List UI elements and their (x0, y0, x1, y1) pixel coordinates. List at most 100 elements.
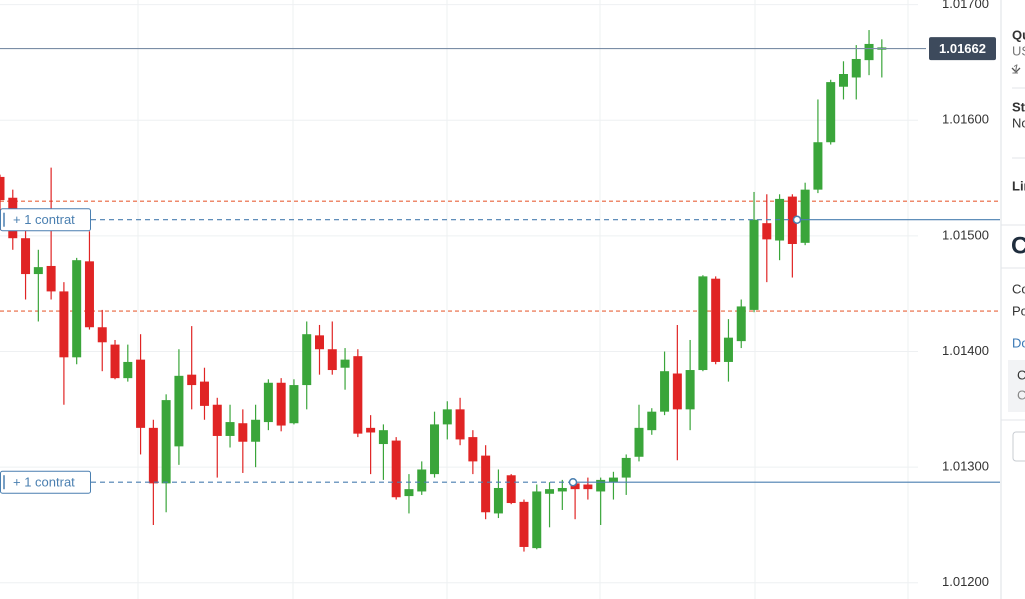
y-tick-label: 1.01200 (942, 574, 989, 589)
y-tick-label: 1.01300 (942, 459, 989, 474)
sidebar-text: 1 (1012, 61, 1019, 76)
candle-body (634, 427, 644, 457)
candle-body (532, 491, 542, 549)
candle-body (557, 487, 567, 492)
sidebar-text: C (1017, 387, 1025, 402)
candle-body (864, 43, 874, 61)
candle-body (148, 427, 158, 484)
candle-body (263, 382, 273, 423)
candle-body (174, 375, 184, 447)
order-label[interactable]: + 1 contrat (0, 470, 91, 494)
candle-body (0, 176, 5, 201)
sidebar-heading: C (1011, 232, 1025, 259)
sidebar-link[interactable]: Do (1012, 335, 1025, 350)
candle-body (442, 409, 452, 425)
position-marker (792, 215, 802, 224)
candle-body (340, 359, 350, 368)
y-tick-label: 1.01500 (942, 227, 989, 242)
candle-body (698, 276, 708, 371)
candle-body (97, 327, 107, 343)
candle-body (199, 381, 209, 406)
candle-body (123, 361, 133, 379)
candle-body (723, 337, 733, 362)
candle-body (570, 483, 580, 490)
dropdown-icon[interactable] (1011, 67, 1021, 73)
candle-body (187, 374, 197, 386)
candle-body (596, 479, 606, 492)
info-box (1008, 360, 1025, 412)
candle-body (672, 373, 682, 410)
candle-body (749, 219, 759, 310)
sidebar-text: Qu (1012, 27, 1025, 42)
button[interactable] (1012, 431, 1025, 462)
candle-body (519, 501, 529, 547)
candle-body (251, 419, 261, 442)
order-label[interactable]: + 1 contrat (0, 208, 91, 232)
candle-body (851, 58, 861, 78)
price-label-box (929, 37, 996, 61)
candle-body (455, 409, 465, 440)
candle-body (238, 423, 248, 442)
candle-body (33, 267, 43, 275)
sidebar-text: Co (1012, 281, 1025, 296)
price-label: 1.01662 (939, 41, 986, 56)
sidebar-text: C (1017, 367, 1025, 382)
candle-body (468, 437, 478, 462)
candle-body (711, 278, 721, 362)
candle-body (391, 440, 401, 498)
position-marker (568, 477, 578, 487)
candle-body (161, 400, 171, 484)
candle-body (800, 189, 810, 243)
candle-body (404, 489, 414, 497)
candle-body (838, 74, 848, 87)
candle-body (366, 427, 376, 433)
y-tick-label: 1.01700 (942, 0, 989, 11)
sidebar: Qu US 1 St No Lin C Co Po Do C C (1000, 0, 1025, 599)
candle-body (276, 382, 286, 426)
candle-body (647, 411, 657, 431)
candle-body (583, 484, 593, 490)
order-label-box (0, 208, 91, 232)
candle-body (608, 477, 618, 483)
candle-body (430, 424, 440, 475)
candle-body (787, 196, 797, 244)
candle-body (46, 265, 56, 292)
candle-body (136, 359, 146, 428)
order-label-box (0, 470, 91, 494)
candle-body (72, 260, 82, 358)
plot-area: 1.01700 1.01600 1.01500 1.01400 1.01300 1.012… (0, 0, 1000, 599)
candle-body (685, 370, 695, 410)
sidebar-bg (1001, 0, 1025, 599)
candle-body (289, 385, 299, 424)
candle-body (545, 489, 555, 494)
candle-body (660, 371, 670, 412)
sidebar-text: Lin (1012, 178, 1025, 193)
candle-body (762, 223, 772, 240)
sidebar-text: St (1012, 99, 1025, 114)
candle-body (621, 457, 631, 478)
candle-body (327, 349, 337, 371)
candle-body (110, 344, 120, 379)
candle-body (353, 356, 363, 434)
candle-body (813, 142, 823, 190)
candle-body (506, 475, 516, 504)
candle-body (417, 469, 427, 492)
candle-body (212, 404, 222, 436)
candle-body (225, 422, 235, 436)
candle-body (315, 335, 324, 350)
y-tick-label: 1.01600 (942, 112, 989, 127)
candle-body (378, 430, 388, 445)
sidebar-text: No (1012, 115, 1025, 130)
candle-body (481, 455, 491, 513)
candle-body (736, 306, 746, 342)
sidebar-text: Po (1012, 303, 1025, 318)
candle-body (59, 291, 69, 358)
y-tick-label: 1.01400 (942, 343, 989, 358)
sidebar-text: US (1012, 43, 1025, 58)
order-label-text: + 1 contrat (13, 475, 75, 490)
candle-body (302, 334, 312, 386)
candle-body (21, 238, 31, 275)
candle-body (493, 487, 503, 514)
